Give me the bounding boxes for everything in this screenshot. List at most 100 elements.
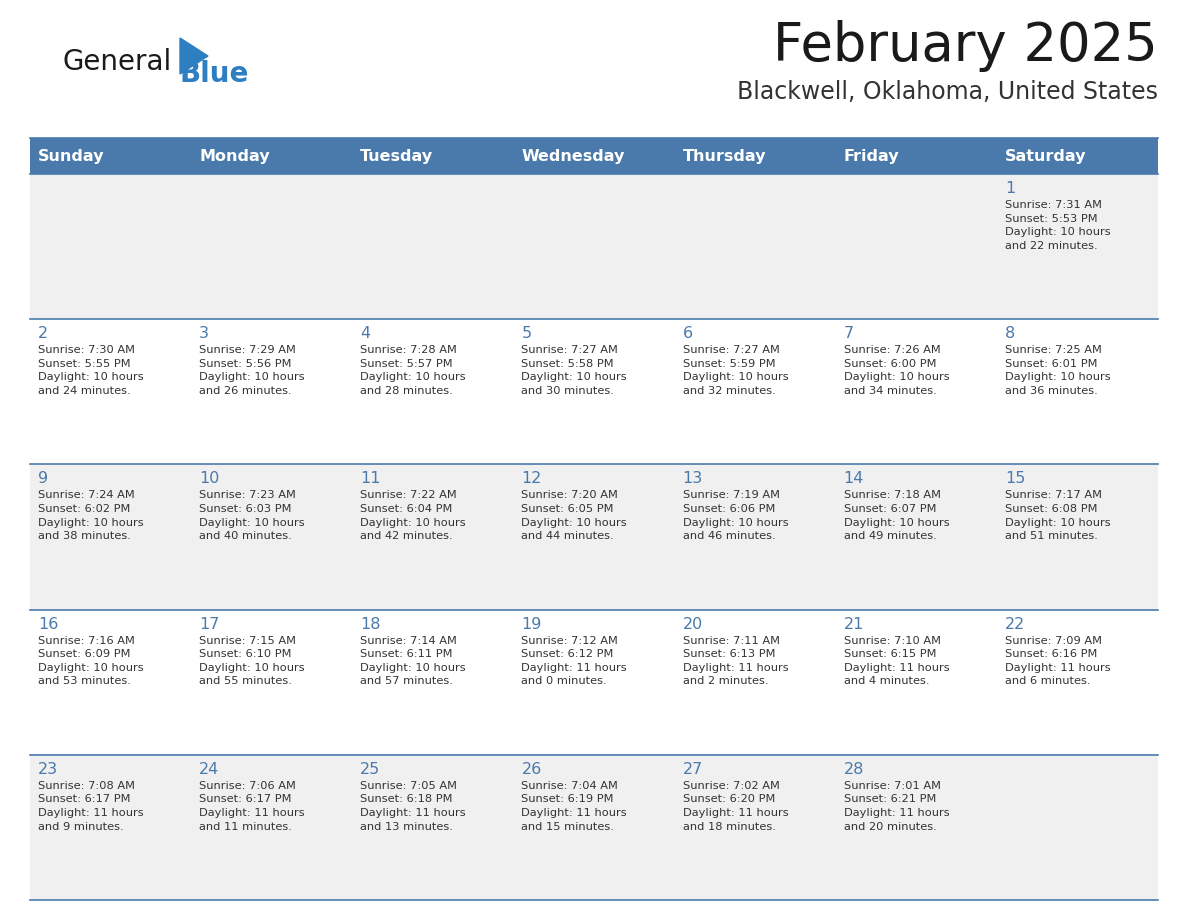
Text: February 2025: February 2025 [773,20,1158,72]
Bar [30,755,191,900]
Text: 7: 7 [843,326,854,341]
Bar [353,465,513,610]
Text: Blackwell, Oklahoma, United States: Blackwell, Oklahoma, United States [737,80,1158,104]
Text: Sunrise: 7:31 AM
Sunset: 5:53 PM
Daylight: 10 hours
and 22 minutes.: Sunrise: 7:31 AM Sunset: 5:53 PM Dayligh… [1005,200,1111,251]
Text: Sunrise: 7:14 AM
Sunset: 6:11 PM
Daylight: 10 hours
and 57 minutes.: Sunrise: 7:14 AM Sunset: 6:11 PM Dayligh… [360,635,466,687]
Bar [30,319,191,465]
Text: Sunrise: 7:17 AM
Sunset: 6:08 PM
Daylight: 10 hours
and 51 minutes.: Sunrise: 7:17 AM Sunset: 6:08 PM Dayligh… [1005,490,1111,542]
Bar [513,755,675,900]
Text: 25: 25 [360,762,380,777]
Text: Sunrise: 7:30 AM
Sunset: 5:55 PM
Daylight: 10 hours
and 24 minutes.: Sunrise: 7:30 AM Sunset: 5:55 PM Dayligh… [38,345,144,396]
Bar [513,465,675,610]
Text: Thursday: Thursday [683,149,766,163]
Bar [30,465,191,610]
Bar [513,610,675,755]
Bar [997,755,1158,900]
Bar [353,610,513,755]
Text: 24: 24 [200,762,220,777]
Text: 3: 3 [200,326,209,341]
Bar [997,319,1158,465]
Text: Sunrise: 7:27 AM
Sunset: 5:58 PM
Daylight: 10 hours
and 30 minutes.: Sunrise: 7:27 AM Sunset: 5:58 PM Dayligh… [522,345,627,396]
Text: Sunrise: 7:22 AM
Sunset: 6:04 PM
Daylight: 10 hours
and 42 minutes.: Sunrise: 7:22 AM Sunset: 6:04 PM Dayligh… [360,490,466,542]
Polygon shape [181,38,208,74]
Text: 28: 28 [843,762,864,777]
Bar [513,138,675,174]
Text: 13: 13 [683,472,703,487]
Text: 14: 14 [843,472,864,487]
Text: 15: 15 [1005,472,1025,487]
Text: Sunrise: 7:26 AM
Sunset: 6:00 PM
Daylight: 10 hours
and 34 minutes.: Sunrise: 7:26 AM Sunset: 6:00 PM Dayligh… [843,345,949,396]
Bar [30,174,191,319]
Text: 8: 8 [1005,326,1015,341]
Bar [30,138,191,174]
Bar [353,174,513,319]
Bar [997,174,1158,319]
Text: 23: 23 [38,762,58,777]
Text: 21: 21 [843,617,864,632]
Text: Monday: Monday [200,149,270,163]
Bar [513,174,675,319]
Bar [191,465,353,610]
Text: 5: 5 [522,326,531,341]
Text: 10: 10 [200,472,220,487]
Text: Wednesday: Wednesday [522,149,625,163]
Bar [191,138,353,174]
Text: Sunrise: 7:04 AM
Sunset: 6:19 PM
Daylight: 11 hours
and 15 minutes.: Sunrise: 7:04 AM Sunset: 6:19 PM Dayligh… [522,781,627,832]
Bar [835,138,997,174]
Text: 19: 19 [522,617,542,632]
Bar [191,174,353,319]
Text: 12: 12 [522,472,542,487]
Bar [997,465,1158,610]
Text: 17: 17 [200,617,220,632]
Text: Sunrise: 7:20 AM
Sunset: 6:05 PM
Daylight: 10 hours
and 44 minutes.: Sunrise: 7:20 AM Sunset: 6:05 PM Dayligh… [522,490,627,542]
Text: Saturday: Saturday [1005,149,1086,163]
Text: Sunrise: 7:01 AM
Sunset: 6:21 PM
Daylight: 11 hours
and 20 minutes.: Sunrise: 7:01 AM Sunset: 6:21 PM Dayligh… [843,781,949,832]
Bar [675,610,835,755]
Text: Sunrise: 7:24 AM
Sunset: 6:02 PM
Daylight: 10 hours
and 38 minutes.: Sunrise: 7:24 AM Sunset: 6:02 PM Dayligh… [38,490,144,542]
Text: Sunrise: 7:19 AM
Sunset: 6:06 PM
Daylight: 10 hours
and 46 minutes.: Sunrise: 7:19 AM Sunset: 6:06 PM Dayligh… [683,490,788,542]
Text: Sunrise: 7:25 AM
Sunset: 6:01 PM
Daylight: 10 hours
and 36 minutes.: Sunrise: 7:25 AM Sunset: 6:01 PM Dayligh… [1005,345,1111,396]
Text: 26: 26 [522,762,542,777]
Bar [675,138,835,174]
Bar [835,174,997,319]
Text: Sunrise: 7:08 AM
Sunset: 6:17 PM
Daylight: 11 hours
and 9 minutes.: Sunrise: 7:08 AM Sunset: 6:17 PM Dayligh… [38,781,144,832]
Bar [353,755,513,900]
Bar [675,319,835,465]
Text: Sunrise: 7:11 AM
Sunset: 6:13 PM
Daylight: 11 hours
and 2 minutes.: Sunrise: 7:11 AM Sunset: 6:13 PM Dayligh… [683,635,788,687]
Text: 16: 16 [38,617,58,632]
Text: 6: 6 [683,326,693,341]
Text: Sunrise: 7:12 AM
Sunset: 6:12 PM
Daylight: 11 hours
and 0 minutes.: Sunrise: 7:12 AM Sunset: 6:12 PM Dayligh… [522,635,627,687]
Text: 1: 1 [1005,181,1015,196]
Bar [997,610,1158,755]
Text: Sunrise: 7:05 AM
Sunset: 6:18 PM
Daylight: 11 hours
and 13 minutes.: Sunrise: 7:05 AM Sunset: 6:18 PM Dayligh… [360,781,466,832]
Text: Sunrise: 7:28 AM
Sunset: 5:57 PM
Daylight: 10 hours
and 28 minutes.: Sunrise: 7:28 AM Sunset: 5:57 PM Dayligh… [360,345,466,396]
Text: 2: 2 [38,326,49,341]
Text: 9: 9 [38,472,49,487]
Text: Tuesday: Tuesday [360,149,434,163]
Text: 22: 22 [1005,617,1025,632]
Text: 18: 18 [360,617,381,632]
Text: Sunrise: 7:16 AM
Sunset: 6:09 PM
Daylight: 10 hours
and 53 minutes.: Sunrise: 7:16 AM Sunset: 6:09 PM Dayligh… [38,635,144,687]
Bar [675,465,835,610]
Bar [675,755,835,900]
Text: Sunrise: 7:10 AM
Sunset: 6:15 PM
Daylight: 11 hours
and 4 minutes.: Sunrise: 7:10 AM Sunset: 6:15 PM Dayligh… [843,635,949,687]
Bar [353,319,513,465]
Bar [353,138,513,174]
Bar [30,610,191,755]
Text: Sunrise: 7:18 AM
Sunset: 6:07 PM
Daylight: 10 hours
and 49 minutes.: Sunrise: 7:18 AM Sunset: 6:07 PM Dayligh… [843,490,949,542]
Text: Sunrise: 7:27 AM
Sunset: 5:59 PM
Daylight: 10 hours
and 32 minutes.: Sunrise: 7:27 AM Sunset: 5:59 PM Dayligh… [683,345,788,396]
Text: Sunrise: 7:23 AM
Sunset: 6:03 PM
Daylight: 10 hours
and 40 minutes.: Sunrise: 7:23 AM Sunset: 6:03 PM Dayligh… [200,490,305,542]
Text: Sunrise: 7:02 AM
Sunset: 6:20 PM
Daylight: 11 hours
and 18 minutes.: Sunrise: 7:02 AM Sunset: 6:20 PM Dayligh… [683,781,788,832]
Text: 27: 27 [683,762,703,777]
Bar [513,319,675,465]
Bar [997,138,1158,174]
Text: Blue: Blue [181,60,249,88]
Bar [835,610,997,755]
Bar [191,319,353,465]
Bar [191,755,353,900]
Text: 20: 20 [683,617,703,632]
Text: Sunrise: 7:09 AM
Sunset: 6:16 PM
Daylight: 11 hours
and 6 minutes.: Sunrise: 7:09 AM Sunset: 6:16 PM Dayligh… [1005,635,1111,687]
Bar [835,319,997,465]
Text: 4: 4 [360,326,371,341]
Bar [675,174,835,319]
